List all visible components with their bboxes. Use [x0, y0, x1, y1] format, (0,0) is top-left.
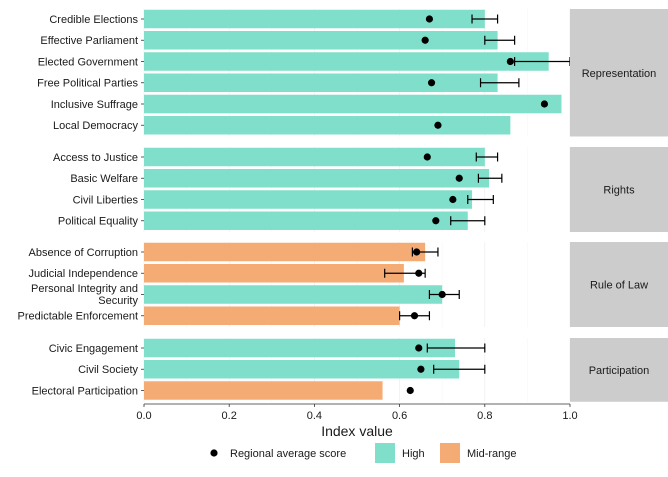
bars	[144, 9, 562, 400]
y-tick-label: Free Political Parties	[37, 78, 138, 90]
y-tick-label: Predictable Enforcement	[18, 311, 138, 323]
legend: Regional average score High Mid-range	[210, 443, 517, 463]
average-point	[415, 344, 423, 352]
y-tick-label: Credible Elections	[49, 14, 138, 26]
bar	[144, 242, 426, 262]
average-point	[449, 195, 457, 204]
panel-strip-label: Representation	[582, 68, 657, 80]
y-tick-label: Local Democracy	[53, 120, 138, 132]
bar	[144, 338, 455, 358]
y-tick-label: Elected Government	[38, 56, 138, 68]
bar	[144, 169, 490, 188]
legend-swatch-high	[375, 443, 395, 463]
panel-strip	[570, 9, 668, 137]
bar	[144, 190, 473, 209]
y-tick-label: Absence of Corruption	[29, 247, 138, 259]
average-points	[406, 15, 549, 395]
average-point	[410, 312, 419, 320]
bar	[144, 9, 485, 29]
y-tick-label: Access to Justice	[53, 152, 138, 164]
x-tick-label: 0.4	[307, 410, 322, 422]
bar	[144, 52, 549, 71]
legend-swatch-mid-range	[440, 443, 460, 463]
bar	[144, 306, 400, 325]
bar	[144, 360, 460, 379]
average-point	[455, 174, 463, 182]
bar	[144, 94, 562, 114]
bar	[144, 264, 404, 283]
row-labels: Credible Elections Effective Parliament El…	[18, 14, 144, 397]
bar	[144, 285, 443, 304]
y-tick-label: Civil Society	[78, 364, 138, 376]
x-axis-title: Index value	[321, 423, 393, 439]
average-point	[423, 153, 431, 161]
average-point	[506, 57, 514, 66]
bar	[144, 147, 485, 167]
panel-strip-label: Participation	[589, 365, 650, 377]
bar	[144, 73, 498, 92]
x-tick-label: 0.8	[477, 410, 492, 422]
legend-label: High	[402, 448, 425, 460]
legend-label: Mid-range	[467, 448, 517, 460]
panel-strip-label: Rule of Law	[590, 280, 648, 292]
y-tick-label: Personal Integrity and Security	[31, 283, 139, 307]
x-tick-label: 0.6	[392, 410, 407, 422]
legend-label: Regional average score	[230, 448, 346, 460]
average-point	[425, 15, 434, 23]
bar	[144, 211, 468, 230]
y-tick-label: Basic Welfare	[70, 173, 138, 185]
x-tick-label: 1.0	[562, 410, 577, 422]
panel-strip	[570, 242, 668, 327]
average-point	[415, 269, 423, 277]
average-point	[406, 386, 414, 395]
average-point	[434, 121, 442, 129]
y-tick-label: Civic Engagement	[49, 343, 138, 355]
average-point	[413, 248, 421, 256]
average-point	[421, 36, 429, 44]
average-point	[540, 100, 549, 108]
bar	[144, 381, 383, 400]
panel-strips: Representation Rights Rule of Law Participa…	[570, 9, 668, 402]
legend-point-icon	[210, 449, 218, 457]
average-point	[438, 290, 446, 299]
x-axis: 0.0 0.2 0.4 0.6 0.8 1.0 Index value	[136, 403, 578, 439]
panel-strip	[570, 147, 668, 232]
panel-strip	[570, 338, 668, 402]
x-tick-label: 0.2	[222, 410, 237, 422]
average-point	[432, 217, 440, 225]
y-tick-label: Civil Liberties	[73, 194, 139, 206]
y-tick-label: Effective Parliament	[40, 35, 138, 47]
bar	[144, 31, 498, 50]
bar	[144, 116, 511, 135]
y-tick-label: Political Equality	[58, 216, 139, 228]
average-point	[417, 365, 425, 373]
panel-strip-label: Rights	[603, 185, 635, 197]
y-tick-label: Electoral Participation	[32, 385, 138, 397]
average-point	[427, 79, 436, 87]
y-tick-label: Inclusive Suffrage	[51, 99, 138, 111]
y-tick-label: Judicial Independence	[29, 268, 138, 280]
x-tick-label: 0.0	[136, 410, 151, 422]
